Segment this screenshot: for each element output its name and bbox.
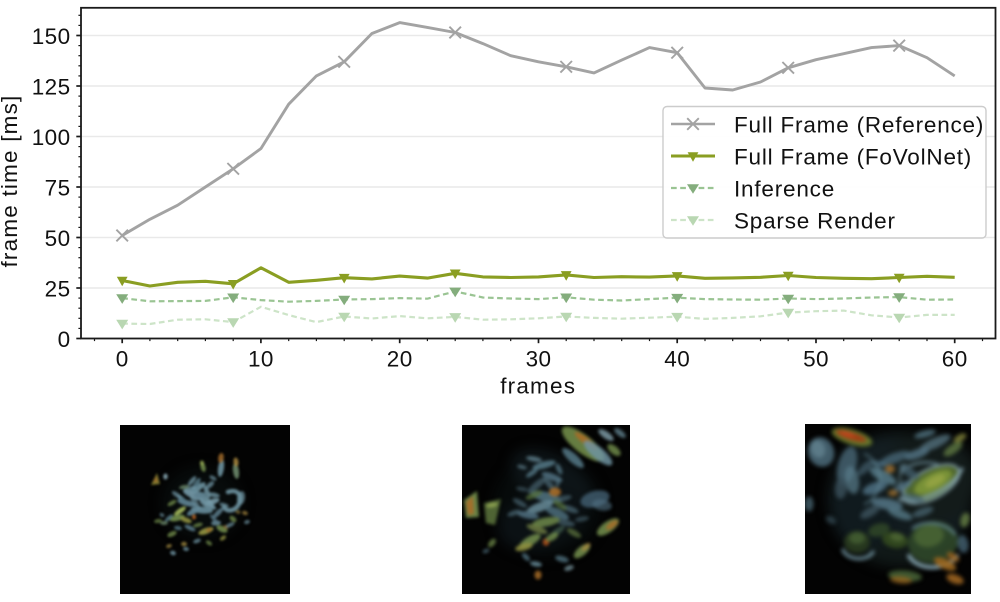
svg-text:Sparse Render: Sparse Render bbox=[734, 209, 896, 234]
svg-text:Full Frame (Reference): Full Frame (Reference) bbox=[734, 113, 984, 138]
svg-text:50: 50 bbox=[803, 346, 829, 371]
svg-text:125: 125 bbox=[32, 75, 71, 100]
svg-text:75: 75 bbox=[45, 176, 71, 201]
svg-text:20: 20 bbox=[387, 346, 413, 371]
svg-text:Inference: Inference bbox=[734, 177, 835, 202]
svg-text:30: 30 bbox=[526, 346, 552, 371]
svg-text:0: 0 bbox=[58, 327, 71, 352]
svg-text:10: 10 bbox=[248, 346, 274, 371]
svg-text:frames: frames bbox=[500, 374, 576, 399]
svg-text:0: 0 bbox=[116, 346, 129, 371]
svg-text:Full Frame (FoVolNet): Full Frame (FoVolNet) bbox=[734, 145, 972, 170]
svg-text:frame time [ms]: frame time [ms] bbox=[0, 94, 22, 267]
svg-text:150: 150 bbox=[32, 24, 71, 49]
svg-text:100: 100 bbox=[32, 125, 71, 150]
svg-text:60: 60 bbox=[942, 346, 968, 371]
svg-text:50: 50 bbox=[45, 226, 71, 251]
svg-text:25: 25 bbox=[45, 277, 71, 302]
svg-text:40: 40 bbox=[664, 346, 690, 371]
